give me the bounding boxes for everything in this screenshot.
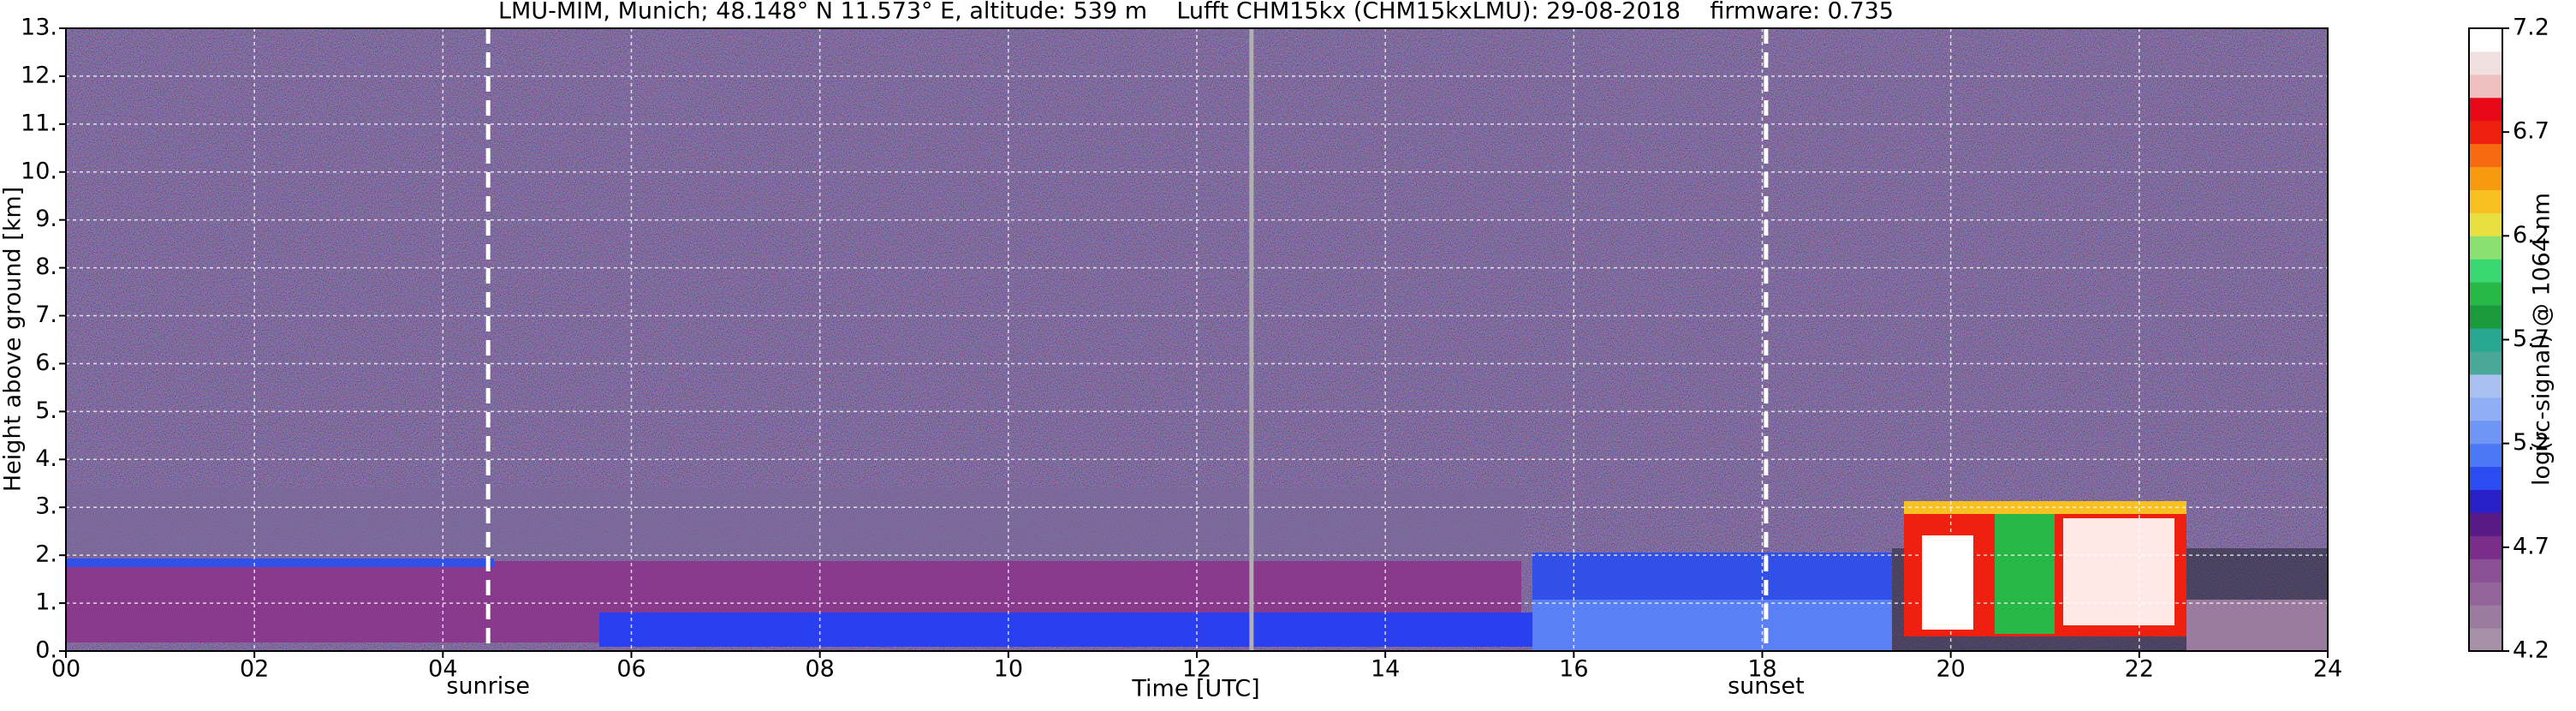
x-tick-label: 20 <box>1936 656 1965 683</box>
colorbar-tick-label: 5.2 <box>2513 429 2549 456</box>
colorbar-segment <box>2469 166 2502 190</box>
layer-top <box>66 559 494 567</box>
colorbar-tick-label: 7.2 <box>2513 15 2549 41</box>
chart-title: LMU-MIM, Munich; 48.148° N 11.573° E, al… <box>498 0 1894 25</box>
colorbar-tick-label: 4.7 <box>2513 533 2549 559</box>
colorbar-segment <box>2469 605 2502 629</box>
colorbar-segment <box>2469 582 2502 606</box>
colorbar-segment <box>2469 28 2502 52</box>
colorbar-segment <box>2469 282 2502 306</box>
evening-layer-core <box>1532 600 1892 651</box>
colorbar-segment <box>2469 328 2502 352</box>
y-tick-label: 9. <box>35 206 57 232</box>
colorbar-segment <box>2469 305 2502 329</box>
y-tick-label: 13. <box>21 15 57 41</box>
cloud-core <box>1922 535 1973 630</box>
colorbar-tick-label: 5.7 <box>2513 326 2549 352</box>
colorbar-segment <box>2469 489 2502 513</box>
x-tick-label: 08 <box>805 656 834 683</box>
x-tick-label: 10 <box>994 656 1023 683</box>
colorbar-segment <box>2469 373 2502 398</box>
colorbar-segment <box>2469 236 2502 260</box>
x-axis-label: Time [UTC] <box>1131 676 1259 702</box>
colorbar-segment <box>2469 74 2502 99</box>
x-tick-label: 04 <box>428 656 457 683</box>
y-tick-label: 5. <box>35 397 57 424</box>
surface-layer <box>599 612 1541 647</box>
y-tick-label: 0. <box>35 637 57 664</box>
x-tick-label: 00 <box>51 656 80 683</box>
cloud-green <box>1995 514 2055 634</box>
colorbar-segment <box>2469 97 2502 122</box>
y-tick-label: 2. <box>35 541 57 568</box>
x-tick-label: 18 <box>1747 656 1776 683</box>
y-tick-label: 7. <box>35 302 57 328</box>
colorbar-segment <box>2469 120 2502 145</box>
y-tick-label: 10. <box>21 158 57 184</box>
colorbar-segment <box>2469 628 2502 652</box>
x-tick-label: 02 <box>240 656 269 683</box>
colorbar-segment <box>2469 212 2502 236</box>
x-tick-label: 22 <box>2125 656 2154 683</box>
y-axis-label: Height above ground [km] <box>0 187 27 492</box>
annotation-label: sunrise <box>446 673 530 700</box>
colorbar-tick-label: 4.2 <box>2513 637 2549 664</box>
colorbar-segment <box>2469 51 2502 75</box>
colorbar-tick-label: 6.2 <box>2513 222 2549 248</box>
y-tick-label: 12. <box>21 62 57 88</box>
x-tick-label: 06 <box>616 656 645 683</box>
x-tick-label: 12 <box>1182 656 1211 683</box>
colorbar-segment <box>2469 443 2502 468</box>
colorbar-segment <box>2469 397 2502 421</box>
annotation-label: sunset <box>1728 673 1805 700</box>
colorbar-segment <box>2469 466 2502 491</box>
x-tick-label: 14 <box>1371 656 1400 683</box>
colorbar-segment <box>2469 143 2502 168</box>
colorbar-segment <box>2469 259 2502 283</box>
y-tick-label: 11. <box>21 110 57 136</box>
colorbar-segment <box>2469 350 2502 375</box>
late-layer <box>2186 600 2328 651</box>
colorbar-segment <box>2469 559 2502 583</box>
colorbar-segment <box>2469 535 2502 559</box>
colorbar-tick-label: 6.7 <box>2513 118 2549 145</box>
colorbar-segment <box>2469 189 2502 213</box>
x-tick-label: 16 <box>1559 656 1588 683</box>
colorbar-segment <box>2469 420 2502 445</box>
colorbar-label: log(rc-signal) @ 1064 nm <box>2529 193 2555 486</box>
y-tick-label: 6. <box>35 350 57 376</box>
cloud-core <box>2063 518 2174 625</box>
y-tick-label: 8. <box>35 254 57 280</box>
y-tick-label: 4. <box>35 445 57 472</box>
y-tick-label: 3. <box>35 493 57 520</box>
plot-frame <box>65 27 2329 652</box>
colorbar-segment <box>2469 512 2502 536</box>
y-tick-label: 1. <box>35 589 57 616</box>
x-tick-label: 24 <box>2313 656 2342 683</box>
